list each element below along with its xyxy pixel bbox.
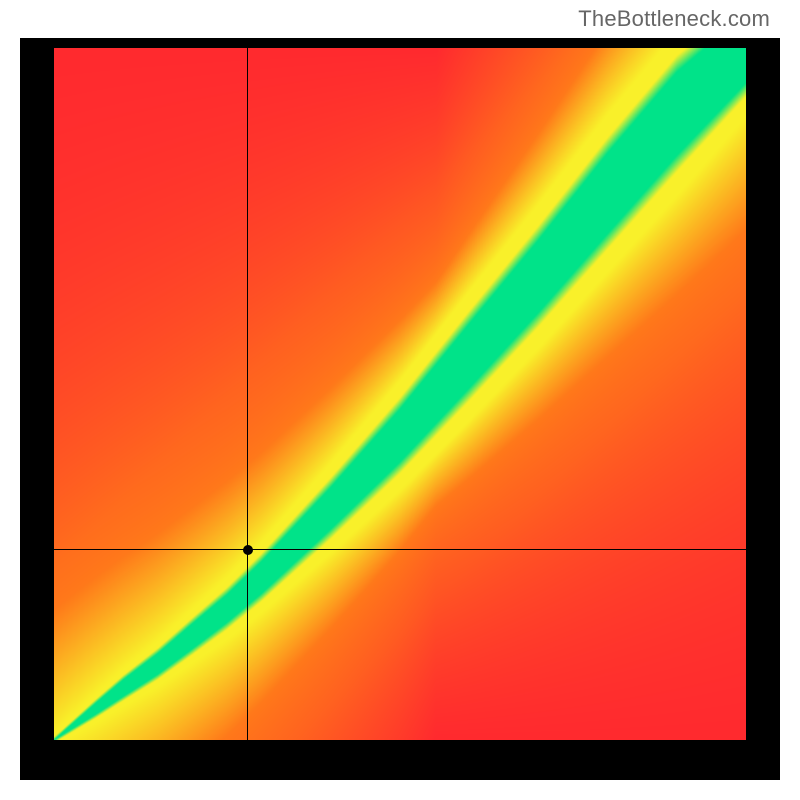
plot-area — [54, 48, 746, 740]
crosshair-horizontal — [54, 549, 746, 550]
crosshair-vertical — [247, 48, 248, 740]
watermark-text: TheBottleneck.com — [578, 6, 770, 32]
heatmap-canvas — [54, 48, 746, 740]
marker-dot — [243, 545, 253, 555]
chart-container: TheBottleneck.com — [0, 0, 800, 800]
plot-frame — [20, 38, 780, 780]
